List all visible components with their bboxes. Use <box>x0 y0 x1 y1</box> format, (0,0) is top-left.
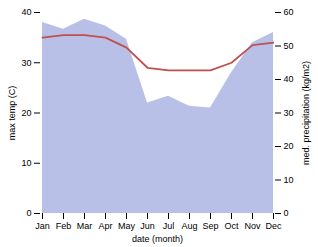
svg-text:30: 30 <box>284 108 294 118</box>
svg-text:10: 10 <box>284 175 294 185</box>
svg-text:0: 0 <box>26 208 31 218</box>
svg-text:40: 40 <box>21 7 31 17</box>
svg-text:Apr: Apr <box>98 221 112 231</box>
svg-text:date (month): date (month) <box>132 234 183 244</box>
svg-text:20: 20 <box>284 141 294 151</box>
svg-text:Dec: Dec <box>265 221 282 231</box>
svg-text:60: 60 <box>284 7 294 17</box>
svg-text:Mar: Mar <box>77 221 93 231</box>
svg-text:Jun: Jun <box>140 221 155 231</box>
svg-text:Feb: Feb <box>56 221 72 231</box>
svg-text:40: 40 <box>284 74 294 84</box>
svg-text:Oct: Oct <box>224 221 239 231</box>
svg-text:med. precipitation (kg/m2): med. precipitation (kg/m2) <box>301 61 311 165</box>
svg-text:Aug: Aug <box>181 221 197 231</box>
svg-text:max temp (C): max temp (C) <box>7 86 17 141</box>
svg-text:50: 50 <box>284 41 294 51</box>
svg-text:0: 0 <box>284 208 289 218</box>
svg-text:Sep: Sep <box>202 221 218 231</box>
svg-text:10: 10 <box>21 158 31 168</box>
svg-text:May: May <box>118 221 136 231</box>
svg-text:Nov: Nov <box>244 221 261 231</box>
svg-text:20: 20 <box>21 108 31 118</box>
svg-text:Jul: Jul <box>163 221 175 231</box>
svg-text:30: 30 <box>21 58 31 68</box>
svg-text:Jan: Jan <box>35 221 50 231</box>
